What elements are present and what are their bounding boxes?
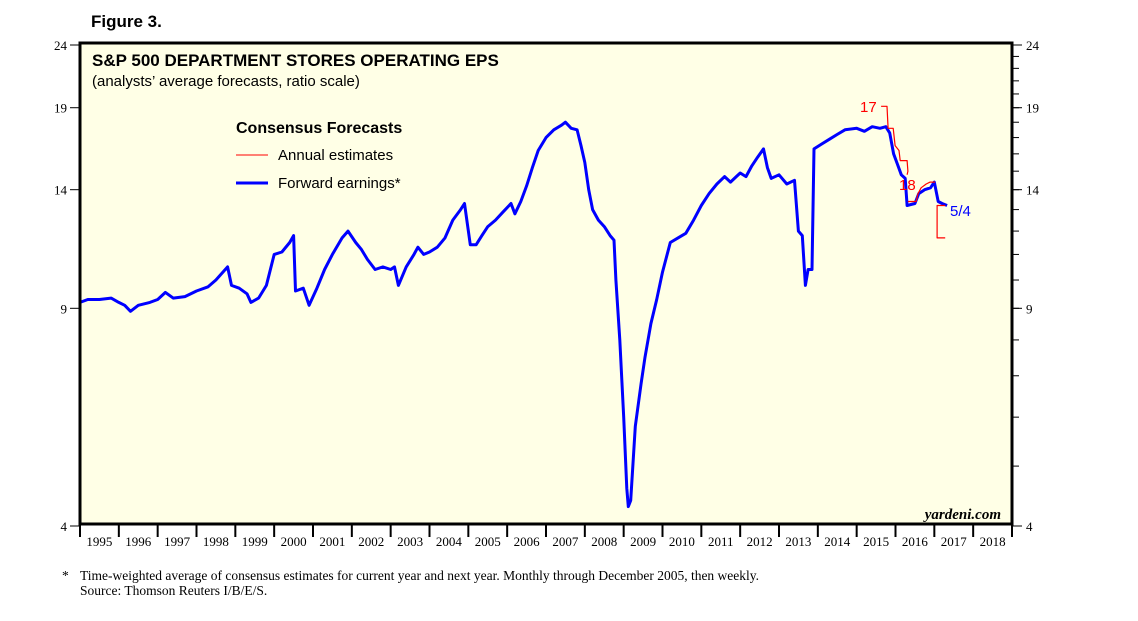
annual-estimates-line bbox=[936, 204, 946, 239]
footnote-text: Time-weighted average of consensus estim… bbox=[80, 568, 760, 583]
watermark: yardeni.com bbox=[923, 507, 1001, 523]
x-tick-label: 2007 bbox=[552, 534, 579, 549]
x-tick-label: 2017 bbox=[941, 534, 968, 549]
x-tick-label: 2015 bbox=[863, 534, 889, 549]
annual-estimates-line bbox=[881, 105, 909, 175]
y-tick-label-right: 4 bbox=[1026, 519, 1033, 534]
source-text: Source: Thomson Reuters I/B/E/S. bbox=[80, 583, 268, 598]
y-tick-label-right: 19 bbox=[1026, 101, 1039, 116]
plot-frame bbox=[78, 41, 1014, 526]
x-tick-label: 1996 bbox=[125, 534, 152, 549]
y-tick-label-right: 9 bbox=[1026, 301, 1033, 316]
x-tick-label: 2018 bbox=[980, 534, 1006, 549]
x-tick-label: 1997 bbox=[164, 534, 191, 549]
chart-title: S&P 500 DEPARTMENT STORES OPERATING EPS bbox=[92, 51, 499, 70]
forward-end-label: 5/4 bbox=[950, 203, 971, 220]
x-tick-label: 2009 bbox=[630, 534, 656, 549]
legend-annual-label: Annual estimates bbox=[278, 147, 393, 164]
chart-subtitle: (analysts’ average forecasts, ratio scal… bbox=[92, 73, 360, 90]
y-tick-label-right: 14 bbox=[1026, 183, 1040, 198]
figure-label: Figure 3. bbox=[91, 12, 162, 31]
annual-estimates-line bbox=[907, 181, 936, 203]
legend-forward-label: Forward earnings* bbox=[278, 175, 401, 192]
y-tick-label-left: 4 bbox=[61, 519, 68, 534]
x-tick-label: 2016 bbox=[902, 534, 929, 549]
y-tick-label-left: 9 bbox=[61, 301, 68, 316]
x-tick-label: 2000 bbox=[281, 534, 307, 549]
x-tick-label: 2006 bbox=[514, 534, 541, 549]
x-tick-label: 2010 bbox=[669, 534, 695, 549]
x-tick-label: 2011 bbox=[708, 534, 734, 549]
x-tick-label: 2004 bbox=[436, 534, 463, 549]
y-tick-label-left: 14 bbox=[54, 183, 68, 198]
label-17: 17 bbox=[860, 99, 877, 116]
plot-background bbox=[80, 43, 1012, 524]
x-tick-label: 2001 bbox=[319, 534, 345, 549]
y-tick-label-right: 24 bbox=[1026, 38, 1040, 53]
x-tick-label: 2003 bbox=[397, 534, 423, 549]
footnote: * Time-weighted average of consensus esti… bbox=[62, 568, 759, 598]
forward-earnings-line bbox=[79, 120, 948, 509]
y-tick-label-left: 19 bbox=[54, 101, 67, 116]
x-tick-label: 2008 bbox=[591, 534, 617, 549]
footnote-marker: * bbox=[62, 568, 69, 583]
x-tick-label: 1998 bbox=[203, 534, 229, 549]
x-tick-label: 2002 bbox=[358, 534, 384, 549]
x-tick-label: 1995 bbox=[86, 534, 112, 549]
legend-title: Consensus Forecasts bbox=[236, 120, 402, 137]
label-18: 18 bbox=[899, 177, 916, 194]
y-tick-label-left: 24 bbox=[54, 38, 68, 53]
x-tick-label: 2013 bbox=[785, 534, 811, 549]
x-tick-label: 2014 bbox=[824, 534, 851, 549]
x-tick-label: 2012 bbox=[747, 534, 773, 549]
x-tick-label: 2005 bbox=[475, 534, 501, 549]
x-tick-label: 1999 bbox=[242, 534, 268, 549]
